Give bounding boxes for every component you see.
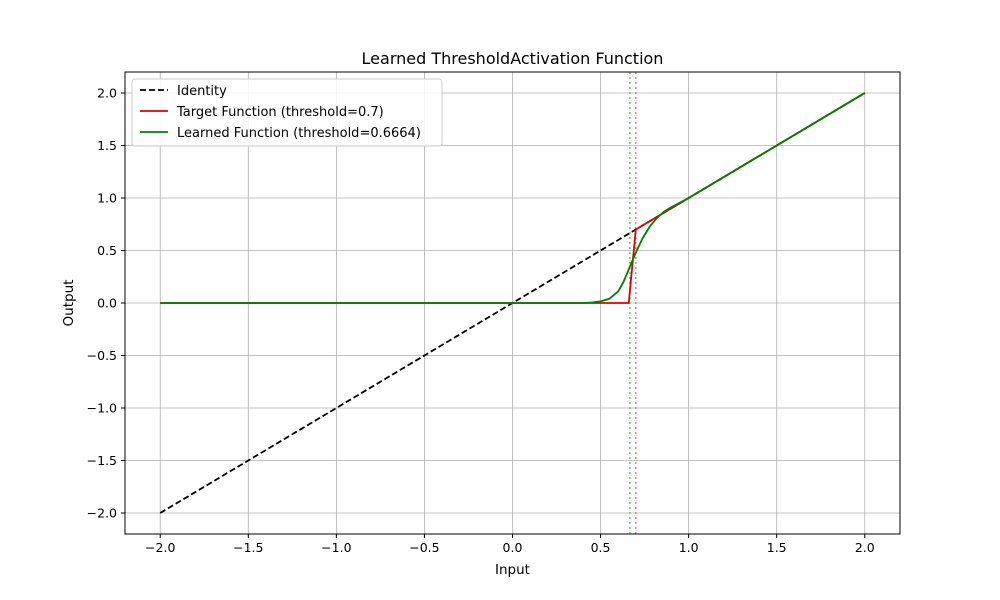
legend-identity-label: Identity xyxy=(177,84,227,99)
y-tick-label: 0.0 xyxy=(97,296,117,311)
x-tick-label: −1.0 xyxy=(321,540,351,555)
y-axis-label: Output xyxy=(61,280,77,327)
x-tick-label: 1.0 xyxy=(679,540,699,555)
y-tick-label: 0.5 xyxy=(97,243,117,258)
x-tick-label: 1.5 xyxy=(767,540,787,555)
x-tick-label: −0.5 xyxy=(409,540,439,555)
y-axis-ticks: −2.0 −1.5 −1.0 −0.5 0.0 0.5 1.0 1.5 2.0 xyxy=(87,86,125,521)
y-tick-label: −1.5 xyxy=(87,453,117,468)
x-axis-ticks: −2.0 −1.5 −1.0 −0.5 0.0 0.5 1.0 1.5 2.0 xyxy=(145,534,875,555)
threshold-markers xyxy=(629,72,637,534)
legend-learned-label: Learned Function (threshold=0.6664) xyxy=(177,126,421,141)
x-tick-label: 0.5 xyxy=(591,540,611,555)
x-axis-label: Input xyxy=(495,562,530,578)
legend-target-label: Target Function (threshold=0.7) xyxy=(176,105,384,120)
y-tick-label: 1.5 xyxy=(97,138,117,153)
x-tick-label: 0.0 xyxy=(503,540,523,555)
y-tick-label: −2.0 xyxy=(87,506,117,521)
y-tick-label: 2.0 xyxy=(97,86,117,101)
y-tick-label: 1.0 xyxy=(97,191,117,206)
series-lines xyxy=(159,92,866,514)
legend-box xyxy=(131,78,443,147)
y-tick-label: −1.0 xyxy=(87,401,117,416)
legend: Identity Target Function (threshold=0.7)… xyxy=(131,78,443,147)
x-tick-label: 2.0 xyxy=(855,540,875,555)
x-tick-label: −1.5 xyxy=(233,540,263,555)
x-tick-label: −2.0 xyxy=(145,540,175,555)
chart-title: Learned ThresholdActivation Function xyxy=(362,49,664,68)
series-line-2 xyxy=(160,92,866,304)
y-tick-label: −0.5 xyxy=(87,348,117,363)
